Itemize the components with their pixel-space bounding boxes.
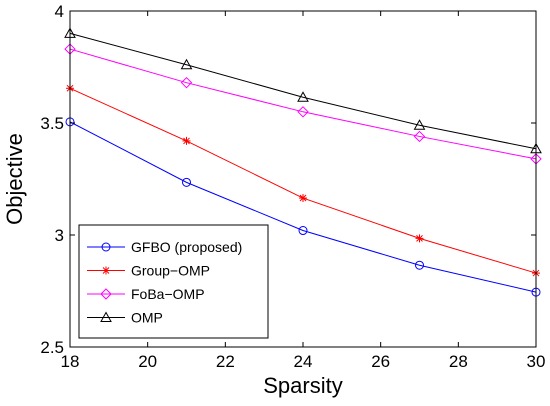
x-axis-title: Sparsity	[263, 373, 342, 398]
legend-label: Group−OMP	[131, 263, 210, 279]
y-tick-label: 3	[55, 226, 64, 245]
data-point	[415, 260, 424, 270]
data-point	[180, 76, 193, 89]
series-line-3	[69, 32, 537, 150]
axis-ticks: 18 20 22 24 26 28 30 2.5 3 3.5 4	[40, 2, 545, 371]
data-point	[413, 130, 426, 143]
data-point	[182, 177, 191, 187]
y-tick-label: 2.5	[40, 338, 64, 357]
x-tick-label: 24	[294, 352, 313, 371]
legend-marker	[102, 266, 110, 275]
legend-marker	[100, 288, 112, 300]
data-point	[299, 194, 307, 203]
y-tick-label: 4	[55, 2, 64, 21]
x-tick-label: 26	[371, 352, 390, 371]
legend: GFBO (proposed) Group−OMP FoBa−OMP OMP	[78, 224, 269, 339]
series-line-0	[69, 121, 537, 293]
data-point	[298, 226, 308, 236]
legend-box	[78, 224, 269, 339]
y-axis-title: Objective	[2, 133, 27, 225]
data-point	[297, 91, 309, 102]
plot-frame	[69, 10, 537, 348]
x-tick-label: 30	[527, 352, 546, 371]
data-point	[180, 58, 193, 70]
legend-marker	[100, 311, 112, 322]
data-point	[415, 234, 424, 243]
data-point	[297, 106, 309, 118]
legend-label: GFBO (proposed)	[131, 239, 242, 255]
x-tick-label: 18	[61, 352, 80, 371]
x-tick-label: 22	[216, 352, 235, 371]
x-tick-label: 20	[138, 352, 157, 371]
data-point	[182, 136, 191, 145]
legend-label: OMP	[131, 310, 163, 326]
y-tick-label: 3.5	[40, 114, 64, 133]
legend-marker	[101, 242, 111, 252]
data-point	[413, 119, 426, 130]
series-line-2	[69, 48, 537, 160]
x-tick-label: 28	[449, 352, 468, 371]
legend-label: FoBa−OMP	[131, 286, 205, 302]
